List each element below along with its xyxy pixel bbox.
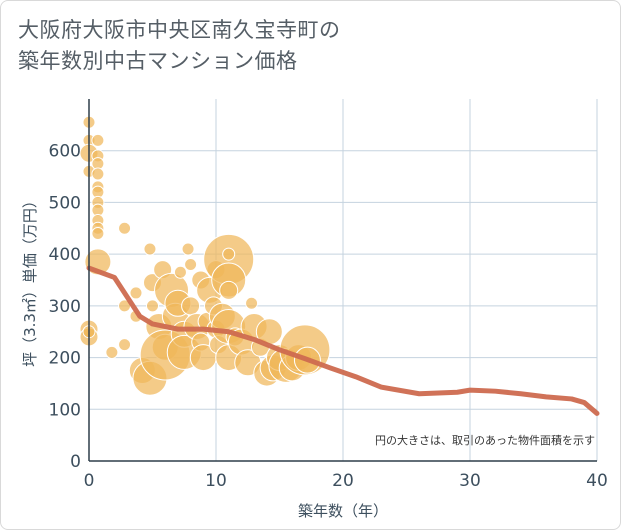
title-line-1: 大阪府大阪市中央区南久宝寺町の: [18, 18, 341, 42]
bubble-point: [118, 338, 132, 352]
trend-line: [86, 265, 600, 416]
bubble-point: [91, 133, 105, 147]
x-tick-label: 10: [205, 471, 227, 491]
bubble-point: [181, 242, 195, 256]
y-tick-label: 200: [49, 349, 81, 369]
y-tick-label: 600: [49, 142, 81, 162]
bubble-point: [222, 247, 236, 261]
y-tick-label: 400: [49, 245, 81, 265]
x-axis-label: 築年数（年）: [298, 502, 388, 520]
bubble-point: [91, 167, 105, 181]
x-tick-label: 0: [84, 471, 95, 491]
bubble-point: [245, 296, 259, 310]
bubble-point: [146, 299, 159, 313]
bubble-point: [129, 286, 143, 300]
x-tick-label: 20: [332, 471, 354, 491]
x-tick-label: 30: [459, 471, 481, 491]
bubble-point: [91, 226, 105, 240]
bubble-point: [181, 296, 201, 316]
bubble-point: [118, 221, 132, 235]
bubble-point: [219, 280, 239, 300]
x-tick-label: 40: [586, 471, 608, 491]
bubble-point: [173, 265, 187, 279]
axes: 0 100 200 300 400 500 600 0 10 20 30 40: [49, 99, 608, 491]
y-tick-label: 100: [49, 400, 81, 420]
trend-series: [86, 265, 600, 416]
y-tick-label: 500: [49, 193, 81, 213]
bubble-point: [105, 345, 119, 359]
y-axis-label: 坪（3.3㎡）単価（万円）: [21, 193, 39, 367]
chart-title: 大阪府大阪市中央区南久宝寺町の 築年数別中古マンション価格: [18, 15, 608, 77]
title-line-2: 築年数別中古マンション価格: [18, 49, 298, 73]
size-note: 円の大きさは、取引のあった物件面積を示す: [375, 433, 595, 447]
y-tick-label: 0: [70, 452, 81, 472]
bubble-point: [143, 242, 157, 256]
bubble-point: [184, 257, 198, 271]
y-tick-label: 300: [49, 297, 81, 317]
